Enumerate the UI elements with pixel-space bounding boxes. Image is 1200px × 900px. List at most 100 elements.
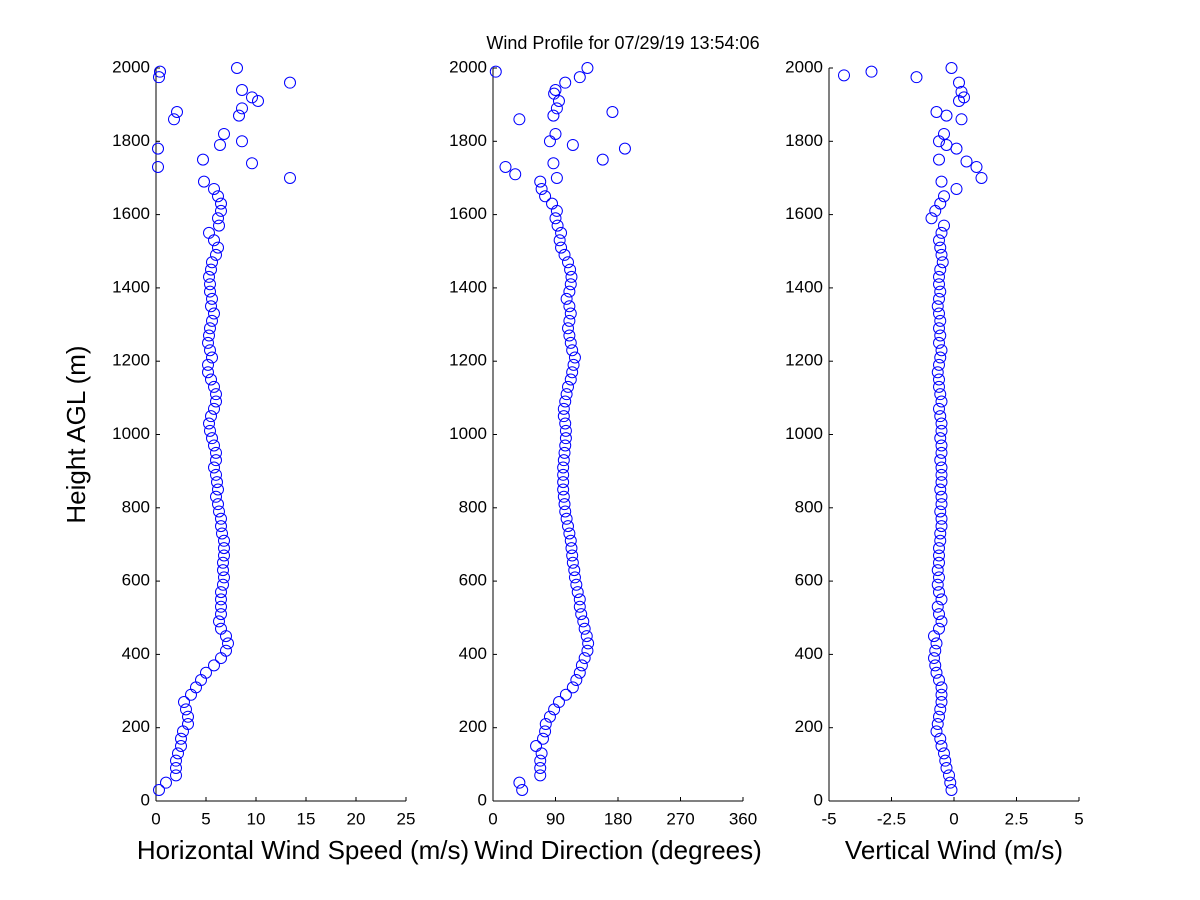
point [564, 373, 577, 386]
point [182, 718, 194, 731]
point [935, 696, 948, 709]
x-axis-label: Vertical Wind (m/s) [845, 835, 1063, 865]
point [558, 248, 571, 261]
point [213, 219, 225, 232]
point [933, 292, 945, 305]
point [559, 424, 572, 437]
point [934, 505, 947, 518]
point [934, 703, 947, 716]
point [940, 138, 953, 151]
point [170, 762, 182, 775]
y-tick-label: 400 [795, 644, 823, 663]
point [933, 358, 945, 371]
point [938, 219, 950, 232]
point [560, 292, 573, 305]
point [160, 776, 172, 789]
point [838, 69, 850, 82]
point [934, 351, 947, 364]
point [935, 175, 948, 188]
y-tick-label: 1600 [785, 204, 823, 223]
point [935, 417, 948, 430]
point [566, 681, 579, 694]
y-tick-label: 200 [122, 717, 150, 736]
y-tick-label: 600 [122, 571, 150, 590]
x-axis-label: Wind Direction (degrees) [474, 835, 762, 865]
point [934, 454, 947, 467]
point [231, 62, 243, 74]
point [557, 490, 570, 503]
point [534, 762, 547, 775]
x-tick-label: 15 [297, 809, 316, 828]
point [551, 219, 564, 232]
point [215, 512, 227, 525]
point [152, 142, 164, 155]
y-tick-label: 2000 [449, 57, 487, 76]
point [212, 241, 224, 254]
point [567, 358, 580, 371]
point [547, 157, 560, 170]
point [934, 285, 947, 298]
point [568, 571, 581, 584]
point [559, 395, 572, 408]
y-tick-label: 800 [795, 497, 823, 516]
point [553, 234, 566, 247]
point [212, 498, 224, 511]
point [560, 388, 573, 401]
point [570, 578, 583, 591]
point [564, 278, 577, 291]
point [170, 754, 182, 767]
point [549, 83, 562, 96]
point [933, 608, 945, 621]
point [596, 153, 609, 166]
point [944, 776, 957, 789]
x-tick-label: 2.5 [1005, 809, 1029, 828]
point [203, 329, 215, 342]
y-tick-label: 1600 [449, 204, 487, 223]
y-tick-label: 600 [459, 571, 487, 590]
point [934, 483, 947, 496]
point [210, 395, 222, 408]
point [929, 644, 942, 657]
y-tick-label: 400 [122, 644, 150, 663]
point [252, 94, 264, 107]
point [222, 637, 234, 650]
x-tick-label: -5 [821, 809, 836, 828]
point [557, 402, 570, 415]
point [152, 160, 164, 173]
point [938, 190, 950, 203]
point [236, 83, 248, 96]
point [178, 696, 190, 709]
point [218, 571, 230, 584]
x-tick-label: 20 [347, 809, 366, 828]
point [210, 468, 222, 481]
point [172, 747, 184, 760]
point [557, 468, 570, 481]
y-tick-label: 0 [814, 790, 823, 809]
point [563, 527, 576, 540]
point [212, 190, 224, 203]
point [236, 102, 248, 115]
y-tick-label: 1000 [785, 424, 823, 443]
point [246, 157, 258, 170]
point [958, 91, 970, 104]
point [535, 182, 548, 195]
point [557, 454, 570, 467]
point [206, 314, 218, 327]
point [233, 109, 245, 122]
point [204, 322, 216, 335]
point [562, 322, 574, 335]
point [530, 740, 543, 753]
point [557, 410, 570, 423]
point [218, 127, 230, 140]
point [180, 703, 192, 716]
point [935, 468, 948, 481]
point [539, 718, 552, 731]
point [154, 65, 166, 78]
point [211, 476, 223, 489]
point [910, 71, 923, 84]
point [218, 542, 230, 555]
point [568, 351, 581, 364]
y-tick-label: 1400 [785, 277, 823, 296]
point [934, 197, 947, 210]
